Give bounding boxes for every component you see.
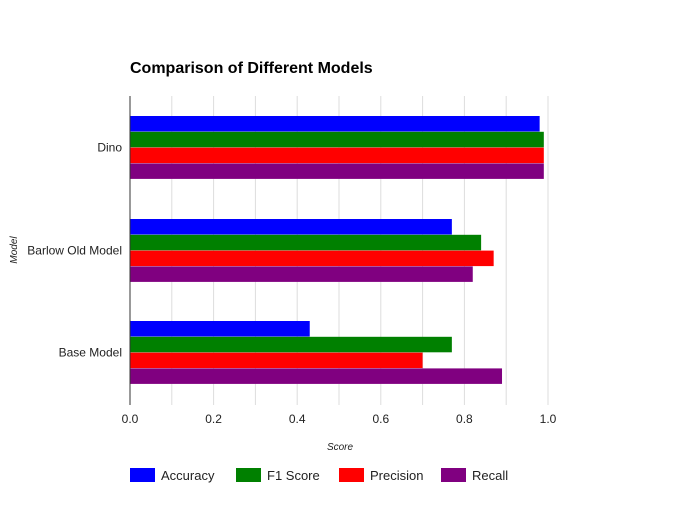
legend-label: Accuracy [161,468,215,483]
chart-title: Comparison of Different Models [130,60,373,77]
y-axis-title: Model [9,236,20,264]
x-tick-label: 0.0 [122,412,139,426]
x-tick-label: 1.0 [540,412,557,426]
legend-swatch [130,468,155,482]
bar-accuracy [130,219,452,235]
legend-label: F1 Score [267,468,320,483]
x-tick-label: 0.4 [289,412,306,426]
x-tick-label: 0.8 [456,412,473,426]
bar-precision [130,352,423,369]
y-tick-label: Base Model [59,346,122,360]
y-tick-label: Dino [97,141,122,155]
bar-precision [130,147,544,164]
bars-layer [130,116,544,384]
bar-f1-score [130,336,452,353]
bar-f1-score [130,131,544,148]
y-tick-label: Barlow Old Model [27,244,122,258]
bar-accuracy [130,321,310,337]
grid-layer [171,96,549,405]
legend-label: Recall [472,468,508,483]
bar-recall [130,163,544,179]
bar-precision [130,250,494,267]
legend-swatch [339,468,364,482]
x-tick-label: 0.6 [372,412,389,426]
x-tick-label: 0.2 [205,412,222,426]
bar-recall [130,266,473,282]
bar-f1-score [130,234,482,251]
x-axis-title: Score [327,442,354,453]
legend-label: Precision [370,468,423,483]
bar-accuracy [130,116,540,132]
legend-swatch [441,468,466,482]
bar-recall [130,368,503,384]
y-tick-labels: Dino Barlow Old Model Base Model [27,141,122,360]
legend: Accuracy F1 Score Precision Recall [130,468,508,483]
legend-swatch [236,468,261,482]
x-tick-labels: 0.0 0.2 0.4 0.6 0.8 1.0 [122,412,557,426]
